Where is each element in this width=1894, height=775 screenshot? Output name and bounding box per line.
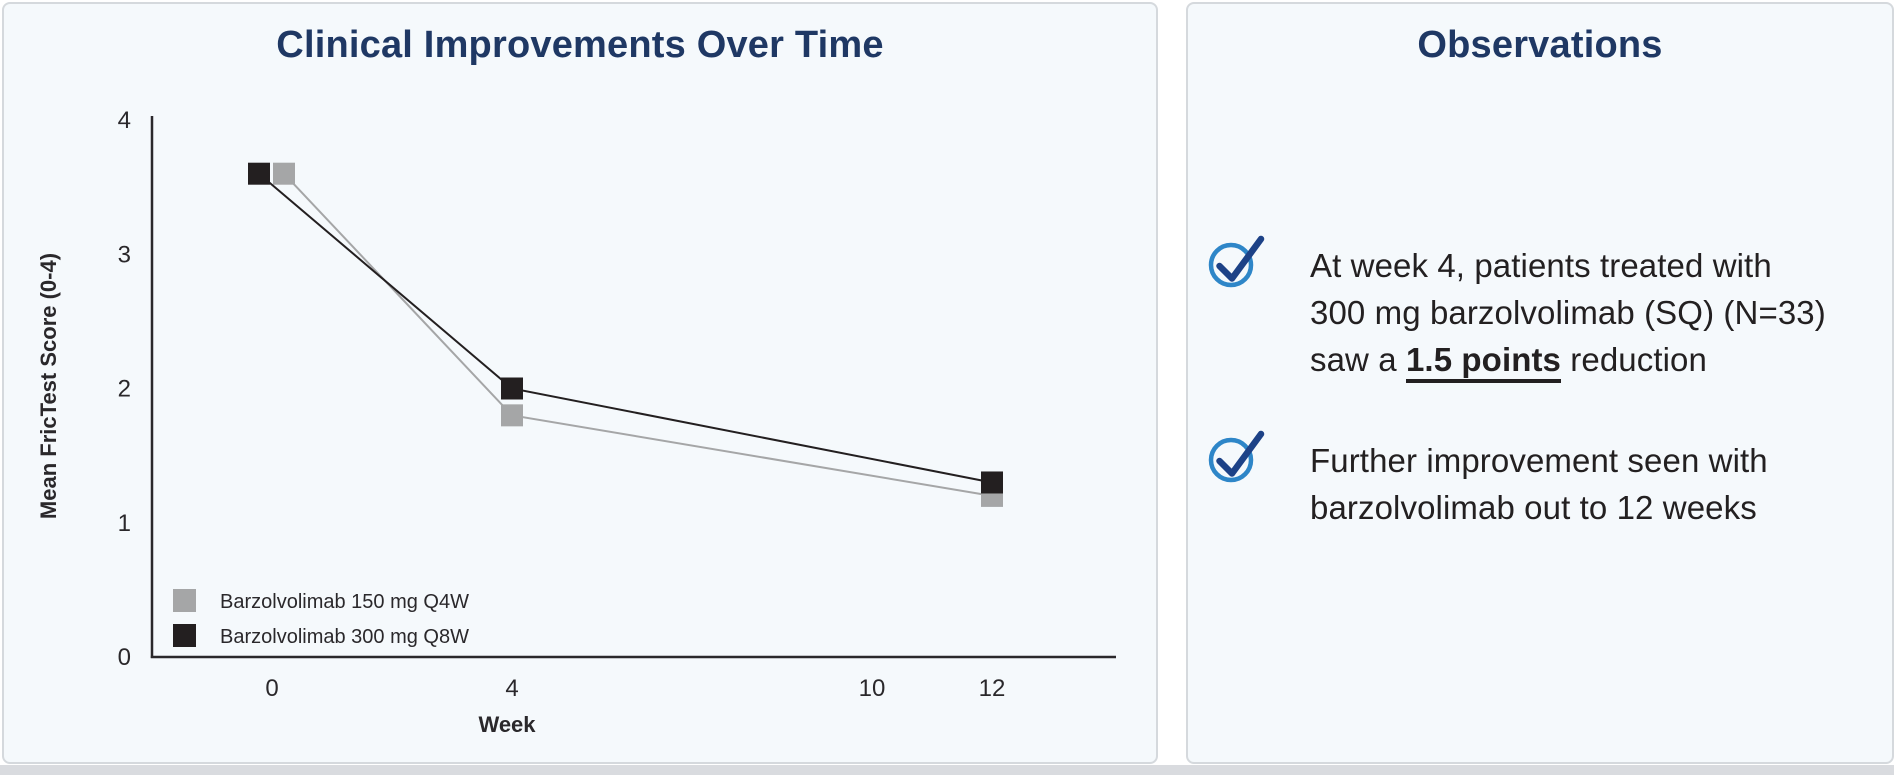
legend-swatch [173,589,196,612]
observations-panel: Observations At week 4, patients treated… [1186,2,1894,764]
data-point-marker [501,377,523,400]
observation-line: saw a [1310,341,1406,378]
series-line [283,173,993,497]
x-tick-label: 12 [979,675,1006,702]
y-axis-title: Mean FricTest Score (0-4) [36,253,61,519]
check-circle-icon [1208,427,1276,490]
check-circle-ring [1208,242,1254,288]
data-point-marker [273,162,295,185]
observations-title: Observations [1417,24,1663,66]
window-bottom-edge [0,765,1894,775]
legend-label: Barzolvolimab 150 mg Q4W [220,591,469,613]
observation-text: At week 4, patients treated with 300 mg … [1310,232,1826,383]
y-tick-label: 1 [118,510,131,537]
x-axis-title: Week [478,712,536,737]
observation-line: reduction [1561,341,1707,378]
legend-swatch [173,624,196,647]
observation-line: At week 4, patients treated with [1310,247,1772,284]
observation-line: barzolvolimab out to 12 weeks [1310,489,1757,526]
observation-item: Further improvement seen with barzolvoli… [1208,427,1768,531]
y-tick-label: 2 [118,376,131,403]
series-line [258,172,993,484]
y-tick-label: 0 [118,644,131,671]
chart-title: Clinical Improvements Over Time [276,24,884,66]
y-tick-label: 4 [118,107,131,134]
data-point-marker [501,404,523,427]
y-tick-label: 3 [118,241,131,268]
observation-text: Further improvement seen with barzolvoli… [1310,427,1768,531]
observation-line: Further improvement seen with [1310,442,1768,479]
check-mark [1216,235,1265,282]
x-tick-label: 10 [859,675,886,702]
highlighted-value: 1.5 points [1405,341,1562,383]
x-tick-label: 0 [265,675,278,702]
check-circle-ring [1208,437,1254,483]
check-circle-icon [1208,232,1276,295]
data-point-marker [981,471,1003,494]
observation-line: 300 mg barzolvolimab (SQ) (N=33) [1310,294,1826,331]
legend-label: Barzolvolimab 300 mg Q8W [220,626,469,648]
x-tick-label: 4 [505,675,518,702]
observation-item: At week 4, patients treated with 300 mg … [1208,232,1826,383]
check-mark [1216,430,1265,477]
data-point-marker [248,162,270,185]
